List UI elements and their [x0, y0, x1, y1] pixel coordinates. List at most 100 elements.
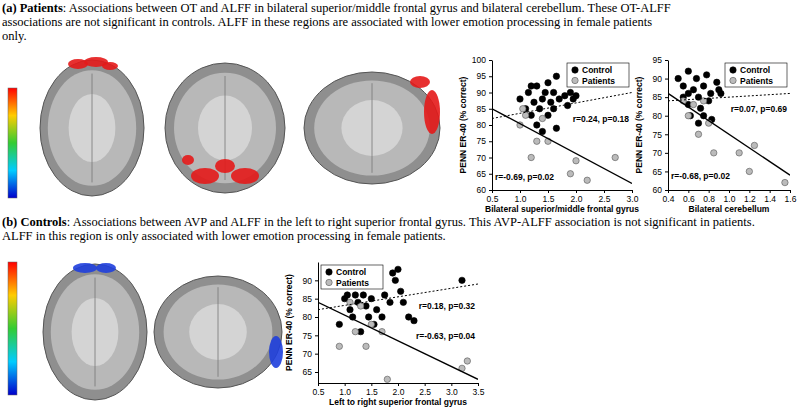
scatter-chart: 0.51.01.52.02.53.06065707580859095100Bil… — [458, 55, 639, 214]
caption-line: associations are not significant in cont… — [2, 15, 652, 29]
point — [531, 99, 537, 105]
point — [567, 171, 573, 177]
tick: 3.0 — [627, 190, 639, 204]
tick-label: 2.5 — [419, 387, 431, 397]
tick-mark — [688, 190, 689, 193]
point — [556, 96, 562, 102]
activation-blob — [269, 336, 283, 368]
tick-label: 80 — [303, 312, 313, 322]
tick: 80 — [303, 312, 318, 322]
point — [459, 277, 465, 283]
legend: ControlPatients — [725, 63, 787, 87]
tick-mark — [604, 190, 605, 193]
point — [550, 89, 556, 95]
point — [675, 75, 681, 81]
point — [360, 292, 366, 298]
tick-mark — [520, 190, 521, 193]
annotation: r=0.24, p=0.18 — [573, 114, 630, 124]
legend-label: Control — [740, 65, 770, 75]
tick-label: 2.5 — [599, 194, 611, 204]
y-axis: 6065707580859095100 — [472, 55, 493, 195]
tick-mark — [315, 335, 318, 336]
tick: 75 — [477, 136, 492, 146]
brain-outline — [154, 276, 282, 388]
tick-mark — [489, 125, 492, 126]
tick-mark — [451, 383, 452, 386]
tick: 70 — [303, 349, 318, 359]
tick-mark — [489, 190, 492, 191]
caption-line: (b) Controls: Associations between AVP a… — [2, 215, 755, 229]
tick: 75 — [653, 130, 668, 140]
tick: 95 — [653, 55, 668, 65]
point — [528, 83, 534, 89]
point — [357, 303, 363, 309]
point — [545, 112, 551, 118]
activation-blob — [191, 168, 219, 184]
tick-mark — [489, 76, 492, 77]
tick: 1.5 — [543, 190, 555, 204]
tick: 0.5 — [313, 383, 325, 397]
tick-label: 2.0 — [571, 194, 583, 204]
tick: 0.4 — [663, 190, 675, 204]
tick: 80 — [477, 120, 492, 130]
tick-mark — [665, 79, 668, 80]
tick-mark — [398, 383, 399, 386]
point — [718, 90, 724, 96]
brain-matter — [314, 80, 430, 175]
fit-line — [668, 93, 790, 175]
activation-blob — [102, 62, 118, 70]
tick-mark — [315, 317, 318, 318]
point — [680, 83, 686, 89]
legend-marker — [572, 67, 578, 73]
annotation: r=-0.68, p=0.02 — [671, 171, 730, 181]
annotation: r=-0.63, p=0.04 — [416, 331, 475, 341]
point — [534, 138, 540, 144]
brain-midline — [218, 287, 219, 377]
tick-label: 2.0 — [393, 387, 405, 397]
tick-mark — [665, 116, 668, 117]
point — [746, 168, 752, 174]
point — [553, 125, 559, 131]
tick: 70 — [653, 148, 668, 158]
activation-blob — [424, 90, 440, 134]
tick-label: 70 — [653, 148, 663, 158]
tick: 1.6 — [785, 190, 797, 204]
tick-label: 75 — [653, 130, 663, 140]
tick-label: 1.0 — [724, 194, 736, 204]
tick: 0.5 — [487, 190, 499, 204]
tick-mark — [709, 190, 710, 193]
tick-label: 1.4 — [764, 194, 776, 204]
point — [573, 158, 579, 164]
tick-mark — [315, 299, 318, 300]
tick: 1.4 — [764, 190, 776, 204]
caption-line: only. — [2, 29, 27, 43]
legend-marker — [730, 67, 736, 73]
tick: 85 — [303, 294, 318, 304]
x-axis-title: Left to right superior frontal gyrus — [329, 397, 467, 407]
point — [539, 96, 545, 102]
fit-line — [318, 302, 478, 379]
tick-label: 3.5 — [473, 387, 485, 397]
tick-mark — [665, 171, 668, 172]
point — [384, 376, 390, 382]
activation-blob — [410, 76, 430, 88]
brain-outline — [40, 60, 144, 196]
brain-image — [304, 72, 440, 184]
tick: 65 — [303, 367, 318, 377]
color-bar — [8, 262, 17, 395]
tick-mark — [489, 93, 492, 94]
caption-text: associations are not significant in cont… — [2, 15, 652, 29]
legend-box — [567, 63, 629, 87]
point — [711, 150, 717, 156]
tick: 90 — [303, 276, 318, 286]
legend-box — [725, 63, 787, 87]
x-axis-title: Bilateral cerebellum — [689, 204, 770, 214]
tick-label: 60 — [477, 185, 487, 195]
tick: 95 — [477, 71, 492, 81]
legend-marker — [730, 77, 736, 83]
legend-label: Patients — [336, 278, 369, 288]
tick-mark — [478, 383, 479, 386]
fit-line — [492, 109, 632, 184]
tick-mark — [729, 190, 730, 193]
brain-matter — [174, 73, 276, 184]
